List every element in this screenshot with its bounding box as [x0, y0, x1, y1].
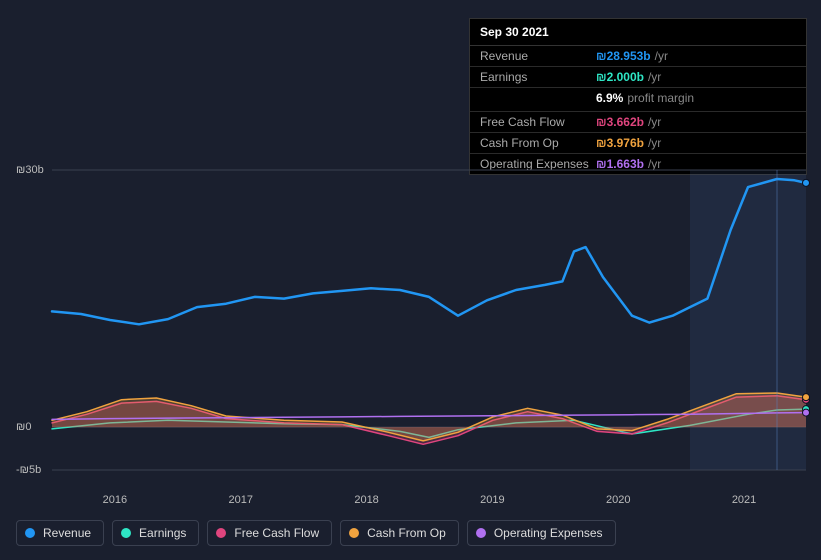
legend-label: Revenue [43, 526, 91, 540]
tooltip-row: Free Cash Flow₪3.662b/yr [470, 112, 806, 133]
legend-label: Operating Expenses [494, 526, 603, 540]
tooltip-row-label: Earnings [480, 70, 596, 84]
tooltip-row: Earnings₪2.000b/yr [470, 67, 806, 88]
tooltip-row-unit: /yr [655, 49, 668, 63]
plot-area[interactable] [52, 170, 806, 470]
tooltip-row-label: Revenue [480, 49, 596, 63]
tooltip-row-value: ₪2.000b [596, 70, 644, 84]
legend-item[interactable]: Operating Expenses [467, 520, 616, 546]
tooltip-row-label: Free Cash Flow [480, 115, 596, 129]
tooltip-row-value: ₪3.976b [596, 136, 644, 150]
y-tick-label: ₪30b [16, 164, 44, 176]
legend-label: Cash From Op [367, 526, 446, 540]
legend-item[interactable]: Revenue [16, 520, 104, 546]
x-tick-label: 2017 [178, 494, 304, 506]
legend-label: Earnings [139, 526, 186, 540]
tooltip-row-unit: /yr [648, 136, 661, 150]
legend-item[interactable]: Free Cash Flow [207, 520, 332, 546]
x-tick-label: 2020 [555, 494, 681, 506]
tooltip-row-value: ₪3.662b [596, 115, 644, 129]
x-tick-label: 2019 [429, 494, 555, 506]
x-tick-label: 2021 [681, 494, 807, 506]
legend-swatch [121, 528, 131, 538]
tooltip-row: Revenue₪28.953b/yr [470, 46, 806, 67]
legend: Revenue Earnings Free Cash Flow Cash From O… [16, 520, 616, 546]
legend-item[interactable]: Cash From Op [340, 520, 459, 546]
tooltip-date: Sep 30 2021 [470, 19, 806, 46]
tooltip-profit-margin: 6.9%profit margin [470, 88, 806, 112]
legend-swatch [349, 528, 359, 538]
y-tick-label: -₪5b [16, 464, 41, 476]
tooltip-row-value: ₪28.953b [596, 49, 651, 63]
x-axis: 201620172018201920202021 [52, 494, 807, 506]
x-tick-label: 2016 [52, 494, 178, 506]
legend-swatch [216, 528, 226, 538]
tooltip-row-label: Cash From Op [480, 136, 596, 150]
tooltip-row-unit: /yr [648, 115, 661, 129]
legend-swatch [476, 528, 486, 538]
tooltip-row-unit: /yr [648, 70, 661, 84]
legend-item[interactable]: Earnings [112, 520, 199, 546]
y-tick-label: ₪0 [16, 421, 31, 433]
legend-label: Free Cash Flow [234, 526, 319, 540]
financials-chart[interactable]: ₪30b ₪0 -₪5b [16, 150, 806, 480]
legend-swatch [25, 528, 35, 538]
x-tick-label: 2018 [304, 494, 430, 506]
